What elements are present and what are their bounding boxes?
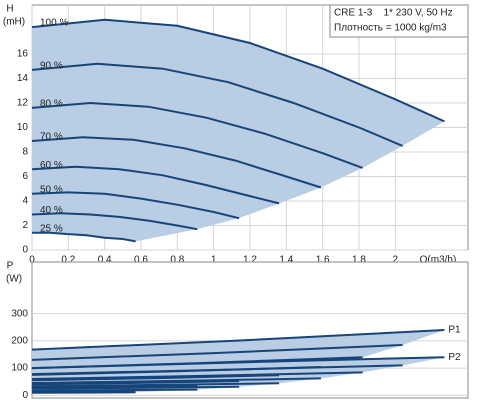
x-tick-label: 0	[29, 255, 35, 266]
y-tick-label: 16	[17, 49, 29, 60]
y-axis-unit: (W)	[6, 274, 22, 285]
y-tick-label: 12	[17, 98, 29, 109]
curve-label: 70 %	[40, 132, 63, 143]
y-axis-unit: (mH)	[3, 17, 25, 28]
x-tick-label: 1.8	[352, 255, 366, 266]
x-axis-label: Q(m3/h)	[420, 255, 457, 266]
y-tick-label: 0	[22, 245, 28, 256]
legend-label: P2	[448, 352, 461, 363]
curve-label: 100 %	[40, 18, 68, 29]
x-tick-label: 0.2	[61, 255, 75, 266]
curve	[31, 388, 198, 392]
y-tick-label: 0	[22, 390, 28, 400]
curve	[31, 165, 280, 205]
curve	[31, 136, 322, 189]
curve	[31, 377, 321, 384]
curve	[31, 382, 280, 388]
curve	[31, 385, 240, 390]
curve	[31, 380, 240, 386]
curve	[31, 364, 403, 376]
operating-range	[32, 19, 445, 242]
curve	[31, 329, 445, 351]
curve	[32, 231, 136, 243]
curve-label: 60 %	[40, 160, 63, 171]
x-tick-label: 0.4	[98, 255, 112, 266]
y-tick-label: 200	[11, 336, 28, 347]
curve	[31, 62, 403, 147]
x-tick-label: 1.4	[279, 255, 293, 266]
curve	[31, 191, 240, 220]
y-tick-label: 14	[17, 73, 29, 84]
y-tick-label: 4	[22, 196, 28, 207]
curve-label: 90 %	[40, 61, 63, 72]
y-tick-label: 10	[17, 122, 29, 133]
y-tick-label: 100	[11, 363, 28, 374]
curve	[31, 371, 363, 380]
curve	[31, 356, 445, 370]
y-tick-label: 8	[22, 147, 28, 158]
x-tick-label: 2	[393, 255, 399, 266]
curve	[31, 344, 403, 361]
curve-label: 50 %	[40, 184, 63, 195]
curve	[31, 384, 198, 389]
x-tick-label: 0.8	[170, 255, 184, 266]
y-axis-label: H	[6, 4, 13, 15]
x-tick-label: 1.6	[316, 255, 330, 266]
annotation: Плотность = 1000 kg/m3	[334, 23, 447, 34]
legend-label: P1	[448, 325, 461, 336]
curve-label: 40 %	[40, 205, 63, 216]
x-tick-label: 1	[211, 255, 217, 266]
curve-label: 25 %	[40, 223, 63, 234]
y-tick-label: 2	[22, 220, 28, 231]
curve	[31, 212, 198, 231]
x-tick-label: 1.2	[243, 255, 257, 266]
y-tick-label: 300	[11, 308, 28, 319]
info-box	[329, 4, 469, 38]
curve	[31, 391, 136, 394]
y-tick-label: 6	[22, 171, 28, 182]
x-tick-label: 0.6	[134, 255, 148, 266]
curve	[31, 374, 280, 382]
curve	[31, 101, 363, 169]
annotation: CRE 1-3 1* 230 V, 50 Hz	[334, 8, 453, 19]
y-axis-label: P	[7, 261, 14, 272]
curve	[31, 18, 445, 123]
curve-label: 80 %	[40, 99, 63, 110]
